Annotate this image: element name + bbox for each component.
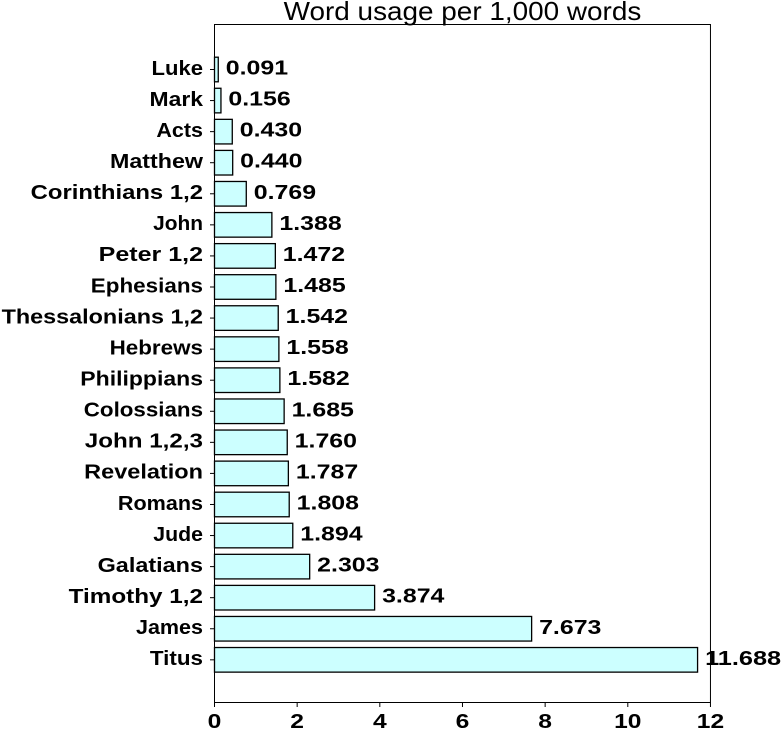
- svg-text:3.874: 3.874: [382, 586, 445, 608]
- svg-text:1.894: 1.894: [300, 524, 363, 546]
- svg-text:Ephesians: Ephesians: [91, 275, 203, 297]
- svg-text:Revelation: Revelation: [84, 462, 203, 484]
- svg-text:12: 12: [697, 711, 724, 733]
- svg-text:1.808: 1.808: [297, 493, 359, 515]
- svg-text:Luke: Luke: [152, 58, 204, 80]
- svg-text:John 1,2,3: John 1,2,3: [85, 431, 203, 453]
- svg-text:7.673: 7.673: [539, 617, 601, 639]
- svg-text:8: 8: [538, 711, 552, 733]
- svg-text:Jude: Jude: [153, 524, 203, 546]
- svg-text:1.485: 1.485: [283, 275, 345, 297]
- svg-text:1.685: 1.685: [292, 399, 354, 421]
- svg-text:Corinthians 1,2: Corinthians 1,2: [31, 182, 203, 204]
- svg-text:Word usage per 1,000 words: Word usage per 1,000 words: [284, 0, 642, 26]
- svg-text:Peter 1,2: Peter 1,2: [99, 244, 203, 266]
- svg-text:0.440: 0.440: [240, 151, 302, 173]
- svg-text:Timothy 1,2: Timothy 1,2: [69, 586, 203, 608]
- svg-text:11.688: 11.688: [705, 648, 781, 670]
- svg-text:4: 4: [373, 711, 388, 733]
- svg-text:1.388: 1.388: [279, 213, 341, 235]
- svg-text:0.091: 0.091: [226, 58, 288, 80]
- svg-text:Titus: Titus: [150, 648, 203, 670]
- svg-text:10: 10: [614, 711, 641, 733]
- svg-text:0.156: 0.156: [228, 89, 290, 111]
- svg-text:Hebrews: Hebrews: [110, 337, 203, 359]
- svg-text:0.430: 0.430: [240, 120, 302, 142]
- svg-text:John: John: [153, 213, 203, 235]
- svg-text:1.558: 1.558: [286, 337, 348, 359]
- svg-text:Acts: Acts: [156, 120, 203, 142]
- svg-text:Philippians: Philippians: [80, 369, 203, 391]
- svg-text:Thessalonians 1,2: Thessalonians 1,2: [2, 306, 203, 328]
- svg-text:2.303: 2.303: [317, 555, 379, 577]
- svg-text:1.472: 1.472: [283, 244, 345, 266]
- svg-text:0.769: 0.769: [254, 182, 316, 204]
- svg-text:0: 0: [208, 711, 222, 733]
- svg-text:Galatians: Galatians: [98, 555, 203, 577]
- svg-text:1.760: 1.760: [295, 430, 357, 452]
- svg-text:1.787: 1.787: [296, 461, 358, 483]
- svg-text:1.542: 1.542: [286, 306, 348, 328]
- svg-text:Colossians: Colossians: [84, 400, 203, 422]
- svg-text:Matthew: Matthew: [110, 151, 204, 173]
- svg-text:James: James: [136, 617, 203, 639]
- svg-text:6: 6: [456, 711, 470, 733]
- svg-text:Romans: Romans: [118, 493, 203, 515]
- svg-text:1.582: 1.582: [287, 368, 349, 390]
- svg-text:Mark: Mark: [150, 89, 204, 111]
- svg-text:2: 2: [290, 711, 304, 733]
